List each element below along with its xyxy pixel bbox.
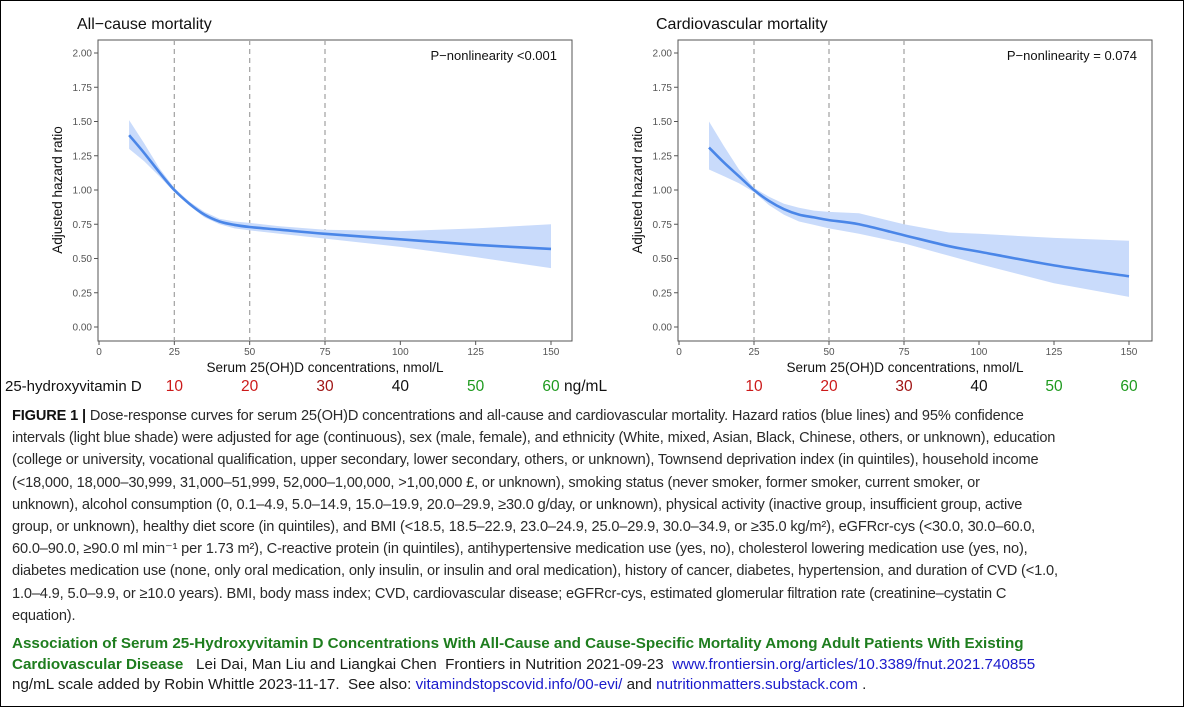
y-tick-label: 2.00: [653, 49, 673, 60]
x-tick-label: 25: [169, 347, 181, 358]
caption-line: (<18,000, 18,000–30,999, 31,000–51,999, …: [12, 474, 980, 491]
x-tick-label: 50: [244, 347, 256, 358]
y-tick-label: 2.00: [73, 49, 93, 60]
y-tick-label: 0.75: [653, 220, 673, 231]
x-tick-label: 75: [319, 347, 331, 358]
caption-line: 60.0–90.0, ≥90.0 ml min⁻¹ per 1.73 m²), …: [12, 541, 1028, 558]
y-tick-label: 1.50: [653, 117, 673, 128]
plot-area: [97, 39, 573, 342]
y-axis-label: Adjusted hazard ratio: [50, 126, 65, 254]
y-tick-label: 0.25: [653, 288, 673, 299]
x-tick-label: 50: [823, 347, 835, 358]
y-tick-label: 0.75: [73, 220, 93, 231]
y-tick-label: 1.75: [73, 83, 93, 94]
chart-title: All−cause mortality: [77, 16, 212, 33]
reference-block: Association of Serum 25-Hydroxyvitamin D…: [12, 635, 1036, 693]
y-tick-label: 0.00: [73, 323, 93, 334]
caption-line: FIGURE 1 | Dose-response curves for seru…: [12, 408, 1024, 424]
y-axis-label: Adjusted hazard ratio: [630, 126, 645, 254]
x-axis-label: Serum 25(OH)D concentrations, nmol/L: [206, 360, 444, 375]
y-tick-label: 1.50: [73, 117, 93, 128]
caption-line: intervals (light blue shade) were adjust…: [12, 430, 1056, 447]
chart-panel: All−cause mortality P−nonlinearity <0.001…: [5, 16, 607, 395]
y-tick-label: 1.00: [653, 186, 673, 197]
p-nonlinearity-label: P−nonlinearity = 0.074: [1007, 48, 1137, 63]
paper-title-cont: Cardiovascular Disease: [12, 655, 184, 673]
x-tick-label: 25: [748, 347, 760, 358]
x-tick-label: 100: [392, 347, 409, 358]
ngml-value: 50: [1045, 378, 1063, 395]
y-tick-label: 1.25: [653, 151, 673, 162]
y-tick-label: 0.50: [73, 254, 93, 265]
x-tick-label: 150: [1121, 347, 1138, 358]
ngml-value: 20: [241, 378, 259, 395]
scale-note: ng/mL scale added by Robin Whittle 2023-…: [12, 676, 416, 693]
x-tick-label: 100: [971, 347, 988, 358]
paper-link[interactable]: www.frontiersin.org/articles/10.3389/fnu…: [672, 655, 1036, 673]
x-axis-label: Serum 25(OH)D concentrations, nmol/L: [786, 360, 1024, 375]
vitamindstopscovid-link[interactable]: vitamindstopscovid.info/00-evi/: [415, 676, 623, 693]
ngml-value: 40: [970, 378, 988, 395]
y-tick-label: 0.00: [653, 323, 673, 334]
ngml-value: 30: [895, 378, 913, 395]
paper-title: Association of Serum 25-Hydroxyvitamin D…: [12, 635, 1024, 652]
ngml-value: 10: [166, 378, 184, 395]
x-tick-label: 150: [543, 347, 560, 358]
x-tick-label: 0: [676, 347, 682, 358]
y-tick-label: 0.25: [73, 288, 93, 299]
hazard-ratio-line: [128, 134, 552, 251]
paper-authors: Lei Dai, Man Liu and Liangkai Chen Front…: [183, 655, 673, 673]
x-tick-label: 125: [467, 347, 484, 358]
y-tick-label: 1.75: [653, 83, 673, 94]
figure-caption: FIGURE 1 | Dose-response curves for seru…: [12, 405, 1177, 627]
plot-area: [677, 39, 1153, 342]
caption-label: FIGURE 1 |: [12, 408, 86, 424]
chart-panel: Cardiovascular mortality P−nonlinearity =…: [630, 16, 1153, 395]
caption-line: diabetes medication use (none, only oral…: [12, 563, 1058, 580]
x-tick-label: 125: [1046, 347, 1063, 358]
ngml-value: 20: [820, 378, 838, 395]
ngml-value: 40: [392, 378, 410, 395]
confidence-band: [129, 120, 551, 269]
ngml-scale-label: 25-hydroxyvitamin D: [5, 378, 142, 395]
hazard-ratio-line: [708, 146, 1130, 278]
caption-line: (college or university, vocational quali…: [12, 452, 1039, 469]
x-tick-label: 75: [898, 347, 910, 358]
ngml-value: 30: [316, 378, 334, 395]
charts-area: All−cause mortality P−nonlinearity <0.001…: [5, 16, 1153, 395]
p-nonlinearity-label: P−nonlinearity <0.001: [431, 48, 557, 63]
y-tick-label: 1.00: [73, 186, 93, 197]
confidence-band: [709, 121, 1129, 297]
caption-line: group, or unknown), healthy diet score (…: [12, 519, 1036, 536]
x-tick-label: 0: [96, 347, 102, 358]
substack-link[interactable]: nutritionmatters.substack.com: [656, 676, 858, 693]
caption-line: unknown), alcohol consumption (0, 0.1–4.…: [12, 496, 1023, 513]
y-tick-label: 0.50: [653, 254, 673, 265]
ngml-value: 50: [467, 378, 485, 395]
caption-line: 1.0–4.9, 5.0–9.9, or ≥10.0 years). BMI, …: [12, 585, 1007, 602]
caption-line: equation).: [12, 607, 76, 624]
y-tick-label: 1.25: [73, 151, 93, 162]
ngml-value: 10: [745, 378, 763, 395]
ngml-unit: ng/mL: [564, 378, 607, 395]
chart-title: Cardiovascular mortality: [656, 16, 828, 33]
ngml-value: 60: [1120, 378, 1138, 395]
ngml-value: 60: [542, 378, 560, 395]
